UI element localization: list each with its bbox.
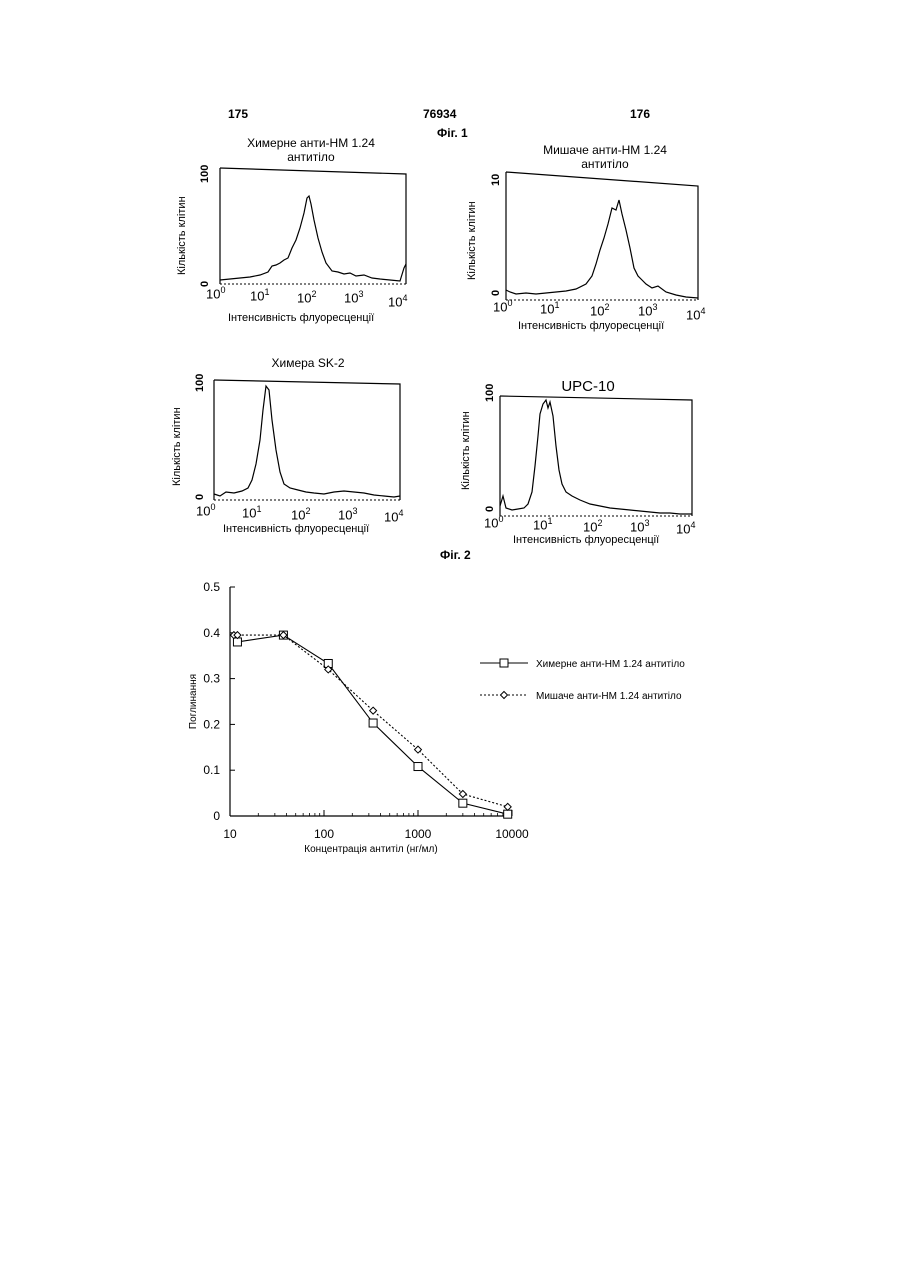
y-tick-label: 0.2	[203, 717, 220, 731]
y-axis-label: Поглинання	[188, 674, 199, 729]
panel2-ylabel: Кількість клітин	[466, 201, 478, 280]
series-0-point	[459, 799, 467, 807]
series-1-point	[459, 791, 466, 798]
panel2-histogram	[506, 200, 698, 298]
panel2-title: Мишаче анти-НМ 1.24 антитіло	[530, 143, 680, 171]
panel4-xtick-3: 103	[630, 518, 649, 534]
panel4-title: UPC-10	[548, 380, 628, 394]
panel2-xtick-4: 104	[686, 306, 705, 322]
panel4-xtick-1: 101	[533, 516, 552, 532]
panel3-frame	[214, 380, 400, 500]
panel4-frame	[500, 396, 692, 516]
panel3-ytick-top: 100	[194, 374, 206, 392]
legend-marker-1	[501, 692, 508, 699]
x-tick-label: 100	[314, 827, 334, 841]
panel3-xtick-1: 101	[242, 504, 261, 520]
panel1-xtick-0: 100	[206, 285, 225, 301]
panel3-plot	[214, 380, 404, 504]
panel3-xtick-0: 100	[196, 502, 215, 518]
panel1-xtick-2: 102	[297, 289, 316, 305]
figure2-chart: 0 0.1 0.2 0.3 0.4 0.5 10 100 1000 10000 Концентрац…	[180, 575, 720, 865]
panel4-ylabel: Кількість клітин	[460, 411, 472, 490]
panel2-plot	[506, 172, 702, 302]
panel1-ylabel: Кількість клітин	[176, 196, 188, 275]
panel1-frame	[220, 168, 406, 284]
panel3-ytick-bottom: 0	[194, 494, 206, 500]
panel2-xtick-0: 100	[493, 298, 512, 314]
panel4-plot	[500, 396, 696, 520]
panel3-xtick-4: 104	[384, 508, 403, 524]
panel1-xtick-1: 101	[250, 287, 269, 303]
figure1-label: Фіг. 1	[437, 126, 468, 140]
legend-label-0: Химерне анти-НМ 1.24 антитіло	[536, 659, 685, 670]
panel2-xlabel: Інтенсивність флуоресценції	[518, 320, 664, 332]
panel3-xtick-3: 103	[338, 506, 357, 522]
page-number-left: 175	[228, 107, 248, 121]
panel4-xtick-2: 102	[583, 518, 602, 534]
legend-label-1: Мишаче анти-НМ 1.24 антитіло	[536, 691, 682, 702]
panel3-ylabel: Кількість клітин	[171, 407, 183, 486]
series-0-point	[414, 763, 422, 771]
panel1-xtick-4: 104	[388, 293, 407, 309]
y-tick-label: 0.4	[203, 626, 220, 640]
panel3-histogram	[214, 386, 400, 497]
series-1-point	[504, 803, 511, 810]
panel1-title: Химерне анти-НМ 1.24 антитіло	[236, 136, 386, 164]
panel4-xtick-4: 104	[676, 520, 695, 536]
page-number-right: 176	[630, 107, 650, 121]
panel4-xtick-0: 100	[484, 514, 503, 530]
series-0-point	[369, 719, 377, 727]
panel2-xtick-2: 102	[590, 302, 609, 318]
series-0-point	[504, 810, 512, 818]
x-tick-label: 10000	[495, 827, 529, 841]
x-axis-label: Концентрація антитіл (нг/мл)	[304, 844, 437, 855]
figure2-label: Фіг. 2	[440, 548, 471, 562]
panel2-xtick-3: 103	[638, 302, 657, 318]
panel2-ytick-top: 10	[490, 174, 502, 186]
panel3-title: Химера SK-2	[248, 356, 368, 370]
panel3-xtick-2: 102	[291, 506, 310, 522]
panel4-xlabel: Інтенсивність флуоресценції	[513, 534, 659, 546]
panel1-xlabel: Інтенсивність флуоресценції	[228, 312, 374, 324]
y-tick-label: 0	[213, 809, 220, 823]
document-number: 76934	[423, 107, 456, 121]
series-1-point	[370, 707, 377, 714]
panel1-histogram	[220, 196, 406, 281]
y-tick-label: 0.1	[203, 763, 220, 777]
panel2-xtick-1: 101	[540, 300, 559, 316]
x-tick-label: 1000	[405, 827, 432, 841]
panel4-ytick-top: 100	[484, 384, 496, 402]
y-tick-label: 0.5	[203, 580, 220, 594]
panel1-xtick-3: 103	[344, 289, 363, 305]
panel2-frame	[506, 172, 698, 300]
legend-marker-0	[500, 659, 508, 667]
panel1-plot	[220, 168, 410, 288]
panel3-xlabel: Інтенсивність флуоресценції	[223, 523, 369, 535]
panel2-ytick-bottom: 0	[490, 290, 502, 296]
panel4-histogram	[500, 400, 692, 514]
x-tick-label: 10	[223, 827, 237, 841]
panel4-ytick-bottom: 0	[484, 506, 496, 512]
panel1-ytick-top: 100	[199, 165, 211, 183]
y-tick-label: 0.3	[203, 672, 220, 686]
